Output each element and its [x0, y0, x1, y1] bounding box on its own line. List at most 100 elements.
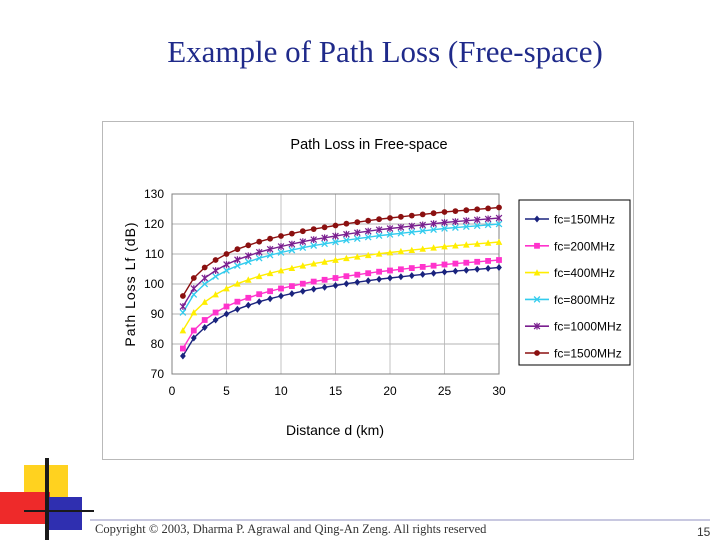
data-point	[419, 211, 426, 218]
data-point	[387, 274, 393, 282]
data-point	[364, 227, 372, 235]
data-point	[441, 225, 448, 232]
data-point	[223, 285, 230, 292]
data-point	[343, 220, 350, 227]
data-point	[256, 238, 263, 245]
data-point	[365, 270, 372, 277]
data-point	[179, 303, 187, 310]
data-point	[343, 273, 350, 280]
data-point	[430, 210, 437, 217]
y-tick-label: 130	[144, 187, 164, 201]
data-point	[485, 258, 491, 264]
data-point	[299, 238, 307, 246]
legend-label: fc=1000MHz	[554, 320, 622, 334]
data-point	[365, 217, 372, 224]
data-point	[201, 280, 209, 288]
series-lines	[179, 204, 503, 360]
series-line	[182, 217, 500, 307]
data-point	[310, 278, 317, 285]
data-point	[419, 270, 426, 278]
data-point	[398, 213, 404, 220]
data-point	[299, 280, 306, 287]
data-point	[299, 244, 307, 252]
data-point	[462, 217, 470, 225]
legend-label: fc=200MHz	[554, 239, 615, 253]
x-tick-label: 10	[274, 384, 288, 398]
data-point	[430, 226, 437, 234]
x-tick-label: 20	[383, 384, 397, 398]
data-point	[397, 229, 405, 237]
footer-line	[90, 519, 710, 521]
x-tick-label: 15	[329, 384, 343, 398]
data-point	[408, 222, 416, 230]
data-point	[463, 266, 470, 274]
data-point	[398, 273, 404, 281]
data-point	[463, 207, 470, 214]
data-point	[376, 275, 382, 283]
data-point	[234, 262, 241, 270]
x-tick-label: 0	[169, 384, 176, 398]
data-point	[408, 272, 415, 280]
series-fc-200mhz	[180, 257, 502, 352]
data-point	[463, 259, 470, 266]
data-point	[343, 254, 350, 262]
data-point	[474, 265, 481, 273]
x-tick-label: 30	[492, 384, 506, 398]
data-point	[201, 324, 208, 331]
data-point	[212, 273, 219, 280]
data-point	[212, 267, 219, 274]
data-point	[473, 222, 481, 230]
data-point	[278, 285, 284, 292]
data-point	[321, 276, 328, 283]
series-fc-800mhz	[179, 220, 503, 316]
data-point	[255, 248, 263, 256]
data-point	[190, 309, 198, 316]
x-tick-label: 25	[438, 384, 452, 398]
data-point	[310, 285, 317, 293]
data-point	[484, 221, 492, 229]
data-point	[179, 309, 187, 316]
data-point	[354, 253, 361, 260]
data-point	[288, 264, 296, 271]
data-point	[419, 221, 427, 229]
data-point	[255, 254, 263, 262]
legend-marker	[534, 350, 540, 356]
data-point	[190, 275, 197, 281]
deco-vertical-line	[45, 458, 49, 540]
data-point	[212, 257, 219, 263]
data-point	[387, 215, 393, 221]
data-point	[234, 305, 241, 313]
data-point	[376, 268, 382, 275]
data-point	[234, 246, 241, 253]
data-point	[332, 222, 339, 229]
data-point	[386, 249, 394, 256]
legend-label: fc=1500MHz	[554, 347, 622, 361]
data-point	[353, 235, 361, 243]
data-point	[288, 240, 296, 248]
legend-marker	[533, 269, 541, 276]
data-point	[462, 223, 470, 231]
data-point	[190, 334, 197, 342]
data-point	[353, 229, 361, 237]
data-point	[408, 212, 415, 219]
series-fc-400mhz	[179, 238, 503, 334]
data-point	[343, 280, 350, 288]
data-point	[212, 316, 219, 324]
data-point	[223, 261, 230, 268]
data-point	[364, 233, 372, 241]
data-point	[386, 225, 394, 232]
data-point	[485, 205, 491, 212]
data-point	[386, 231, 394, 238]
legend-label: fc=800MHz	[554, 293, 615, 307]
legend: fc=150MHz fc=200MHz fc=400MHz fc=800MHz fc=1…	[518, 199, 631, 366]
data-point	[245, 294, 252, 301]
data-point	[496, 264, 502, 271]
data-point	[452, 242, 459, 249]
data-point	[277, 243, 285, 250]
data-point	[266, 269, 274, 277]
legend-marker	[533, 296, 541, 303]
data-point	[430, 269, 437, 277]
axis-ticks: 70 80 90 100 110 120 130 0 5 10 15 20 25 30	[144, 187, 506, 398]
data-point	[244, 258, 252, 266]
data-point	[267, 235, 273, 242]
